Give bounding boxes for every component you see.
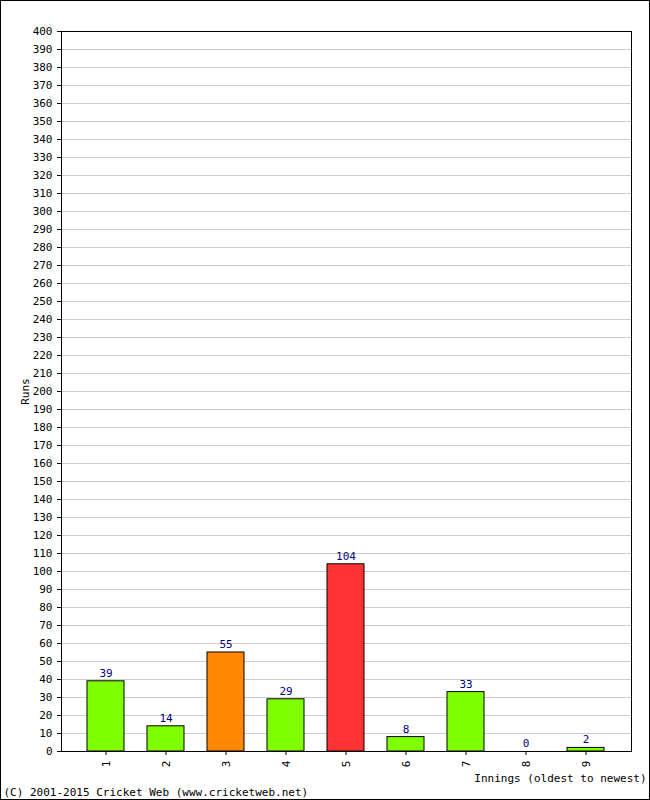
svg-text:2: 2 bbox=[583, 733, 590, 746]
svg-text:260: 260 bbox=[33, 277, 53, 290]
svg-text:310: 310 bbox=[33, 187, 53, 200]
svg-text:400: 400 bbox=[33, 25, 53, 38]
svg-text:280: 280 bbox=[33, 241, 53, 254]
svg-text:Runs: Runs bbox=[19, 378, 32, 405]
svg-text:150: 150 bbox=[33, 475, 53, 488]
svg-text:330: 330 bbox=[33, 151, 53, 164]
svg-text:360: 360 bbox=[33, 97, 53, 110]
svg-text:104: 104 bbox=[336, 550, 356, 563]
svg-text:14: 14 bbox=[159, 712, 173, 725]
svg-text:55: 55 bbox=[219, 638, 232, 651]
svg-text:90: 90 bbox=[39, 583, 52, 596]
svg-text:130: 130 bbox=[33, 511, 53, 524]
svg-text:39: 39 bbox=[99, 667, 112, 680]
svg-text:29: 29 bbox=[279, 685, 292, 698]
svg-text:140: 140 bbox=[33, 493, 53, 506]
svg-text:60: 60 bbox=[39, 637, 52, 650]
svg-text:0: 0 bbox=[46, 745, 53, 758]
svg-text:30: 30 bbox=[39, 691, 52, 704]
svg-text:210: 210 bbox=[33, 367, 53, 380]
svg-text:120: 120 bbox=[33, 529, 53, 542]
svg-text:170: 170 bbox=[33, 439, 53, 452]
svg-text:230: 230 bbox=[33, 331, 53, 344]
svg-text:270: 270 bbox=[33, 259, 53, 272]
svg-text:180: 180 bbox=[33, 421, 53, 434]
svg-text:220: 220 bbox=[33, 349, 53, 362]
svg-text:3: 3 bbox=[220, 761, 233, 768]
svg-text:80: 80 bbox=[39, 601, 52, 614]
svg-text:190: 190 bbox=[33, 403, 53, 416]
svg-text:100: 100 bbox=[33, 565, 53, 578]
svg-text:33: 33 bbox=[459, 678, 472, 691]
svg-text:8: 8 bbox=[403, 723, 410, 736]
svg-text:20: 20 bbox=[39, 709, 52, 722]
svg-text:320: 320 bbox=[33, 169, 53, 182]
svg-text:160: 160 bbox=[33, 457, 53, 470]
svg-text:0: 0 bbox=[523, 737, 530, 750]
svg-text:4: 4 bbox=[280, 760, 293, 767]
svg-text:6: 6 bbox=[400, 761, 413, 768]
svg-text:50: 50 bbox=[39, 655, 52, 668]
svg-text:10: 10 bbox=[39, 727, 52, 740]
svg-text:(C) 2001-2015 Cricket Web (www: (C) 2001-2015 Cricket Web (www.cricketwe… bbox=[4, 786, 309, 799]
svg-text:1: 1 bbox=[100, 761, 113, 768]
svg-text:200: 200 bbox=[33, 385, 53, 398]
svg-text:380: 380 bbox=[33, 61, 53, 74]
svg-text:7: 7 bbox=[460, 761, 473, 768]
svg-text:290: 290 bbox=[33, 223, 53, 236]
svg-text:250: 250 bbox=[33, 295, 53, 308]
svg-text:350: 350 bbox=[33, 115, 53, 128]
svg-text:2: 2 bbox=[160, 761, 173, 768]
svg-text:240: 240 bbox=[33, 313, 53, 326]
svg-text:8: 8 bbox=[520, 761, 533, 768]
svg-text:Innings (oldest to newest): Innings (oldest to newest) bbox=[474, 772, 646, 785]
svg-text:9: 9 bbox=[580, 761, 593, 768]
svg-text:70: 70 bbox=[39, 619, 52, 632]
svg-text:390: 390 bbox=[33, 43, 53, 56]
svg-text:110: 110 bbox=[33, 547, 53, 560]
svg-text:370: 370 bbox=[33, 79, 53, 92]
svg-text:5: 5 bbox=[340, 761, 353, 768]
svg-text:340: 340 bbox=[33, 133, 53, 146]
svg-text:300: 300 bbox=[33, 205, 53, 218]
svg-text:40: 40 bbox=[39, 673, 52, 686]
